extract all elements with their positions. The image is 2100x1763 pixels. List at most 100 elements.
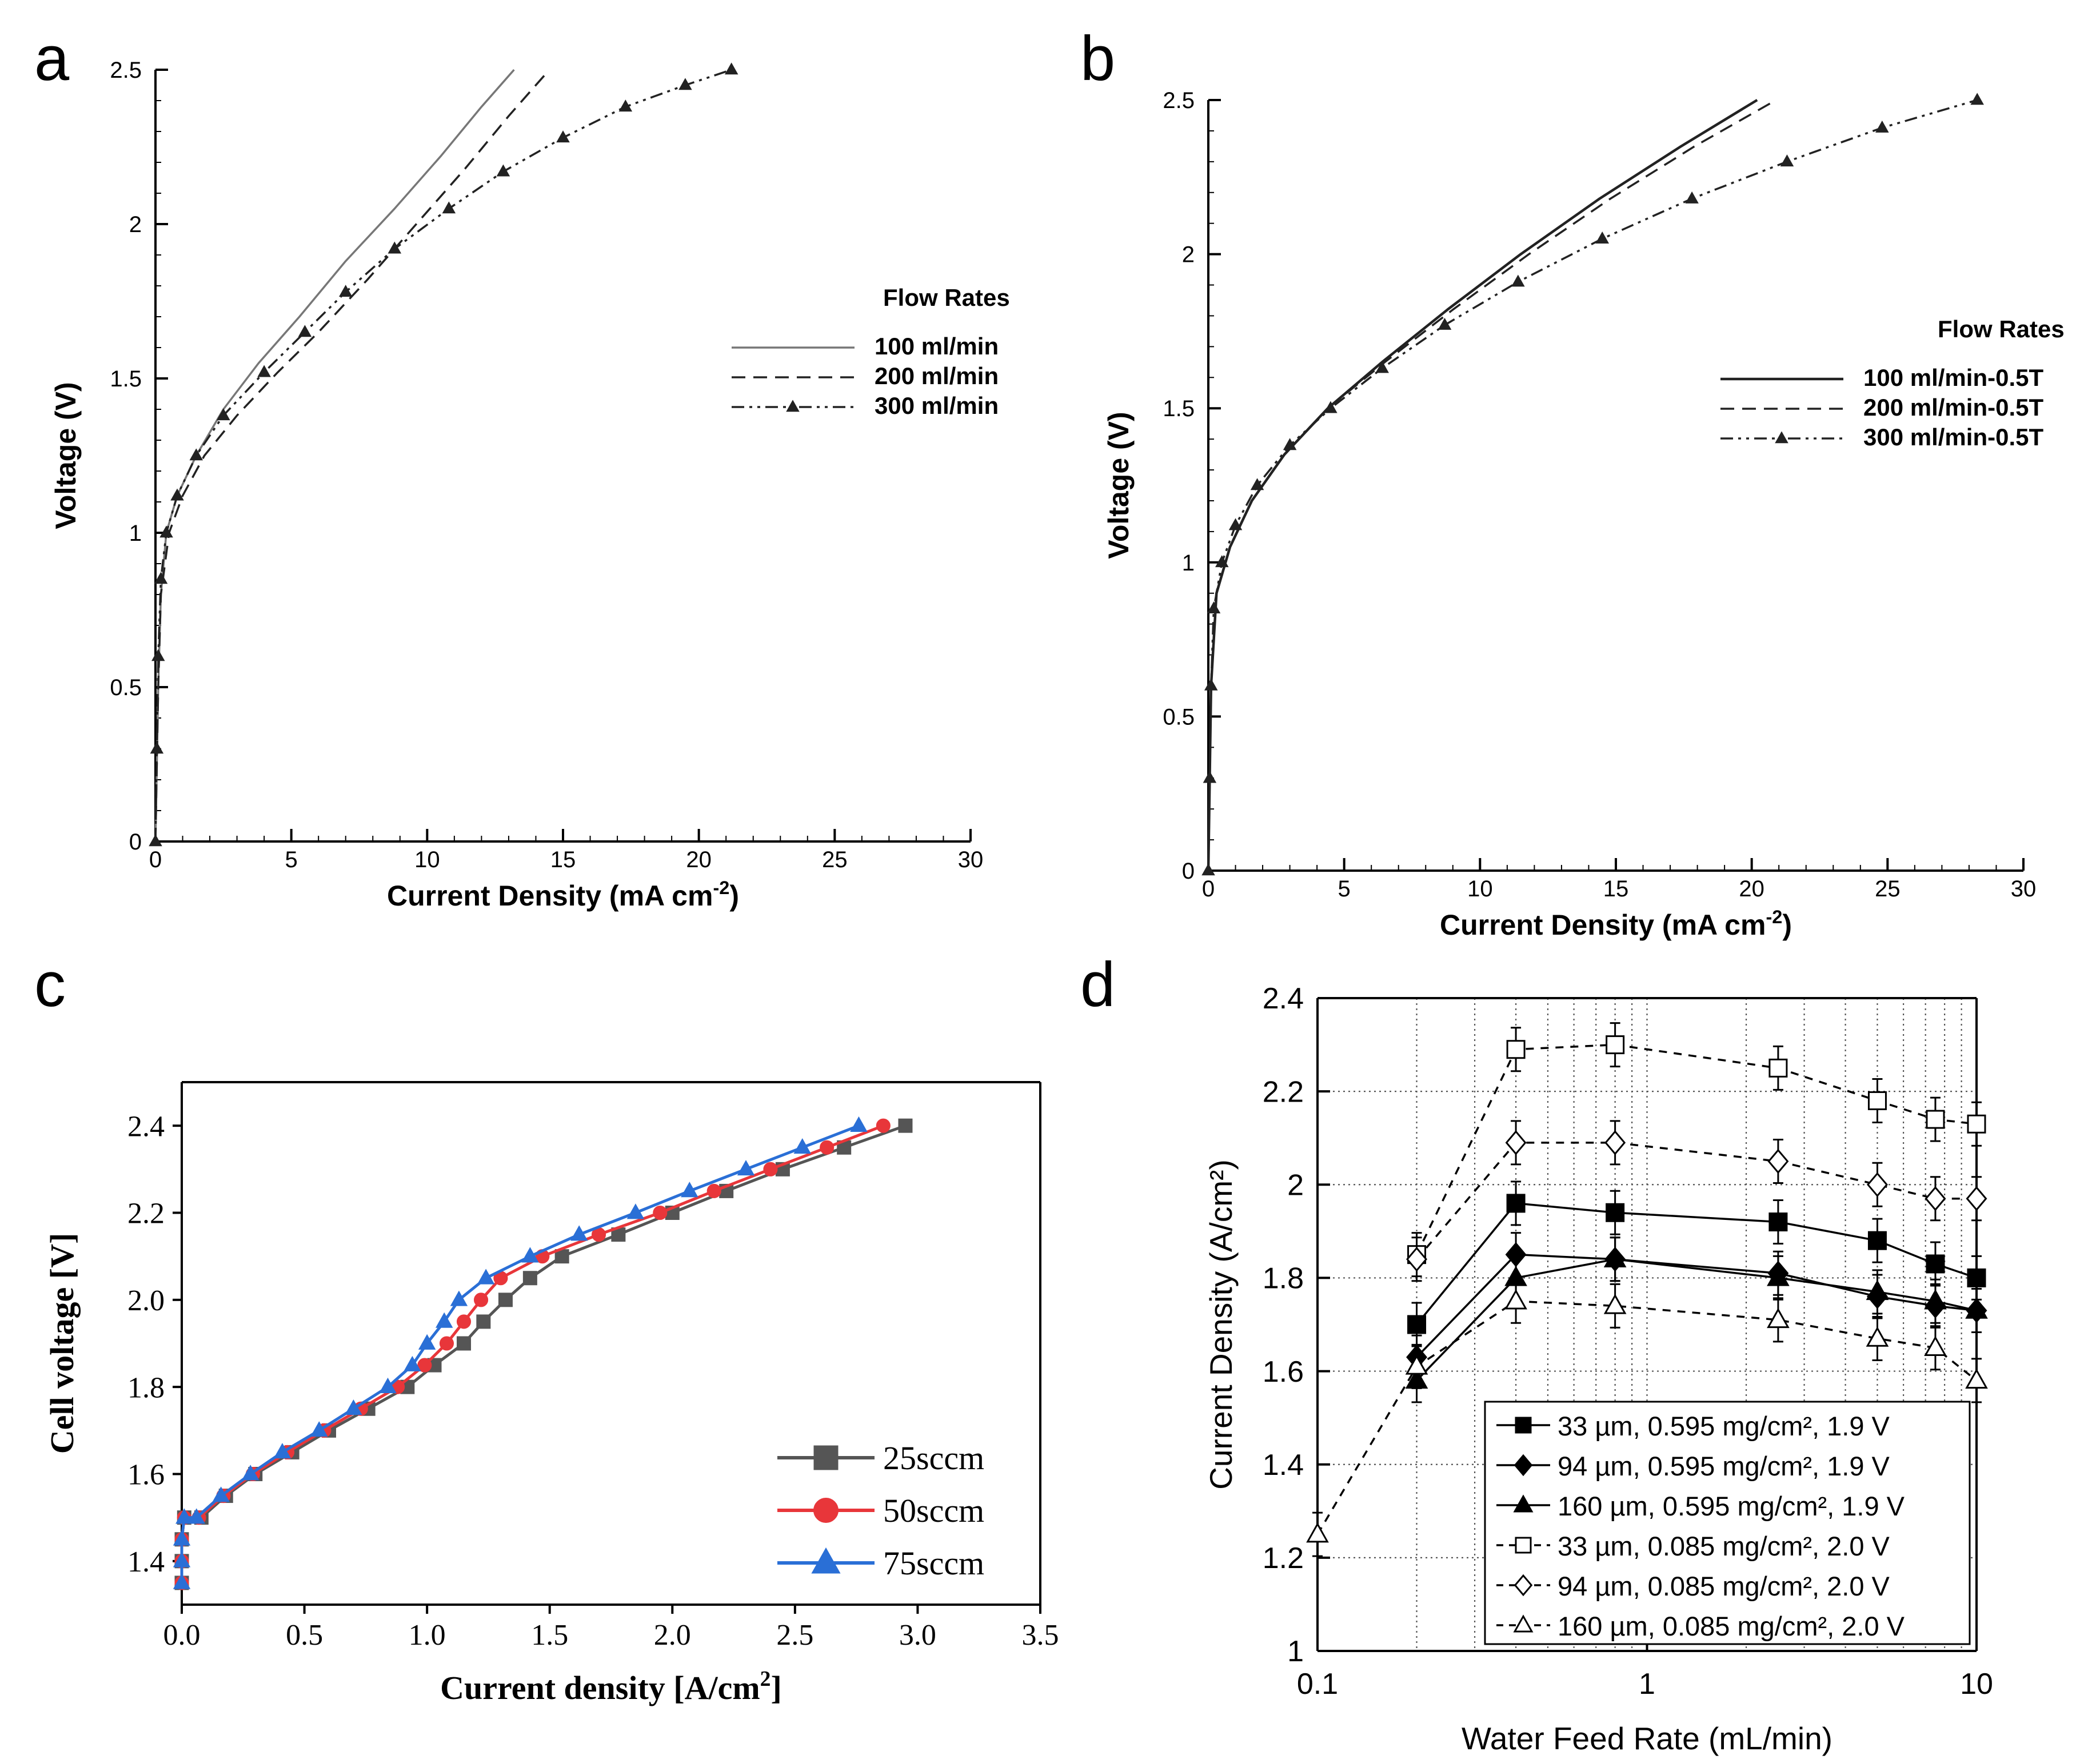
data-point — [1767, 1307, 1790, 1329]
data-point — [404, 1355, 421, 1371]
data-point — [898, 1118, 913, 1133]
legend-label: 75sccm — [883, 1545, 984, 1582]
data-point — [724, 62, 738, 75]
x-axis-label-sup: -2 — [1766, 907, 1782, 927]
data-point — [1506, 1040, 1526, 1059]
data-point — [173, 1530, 191, 1546]
data-point — [1406, 1246, 1428, 1272]
series-line — [154, 69, 515, 842]
chart-c: 0.0 0.5 1.0 1.5 2.0 2.5 3.0 3.5 1.4 1.6 1.8 2.0 2.2 2… — [43, 1081, 1059, 1706]
x-tick-label: 25 — [1875, 876, 1901, 902]
data-point — [1866, 1326, 1889, 1347]
legend-label: 300 ml/min-0.5T — [1863, 424, 2043, 450]
x-axis-label: Water Feed Rate (mL/min) — [1462, 1721, 1832, 1756]
x-tick-label: 15 — [550, 847, 576, 872]
x-tick-label: 10 — [414, 847, 440, 872]
series-line — [154, 69, 550, 842]
x-tick-label: 1.5 — [531, 1619, 568, 1652]
x-tick-label: 3.0 — [899, 1619, 936, 1652]
data-point — [1966, 1186, 1987, 1211]
y-tick-label: 2.2 — [127, 1198, 165, 1230]
data-point — [1375, 361, 1389, 373]
y-tick-label: 1.5 — [110, 366, 142, 392]
data-point — [653, 1205, 668, 1220]
data-point — [310, 1421, 328, 1437]
legend-label: 160 µm, 0.595 mg/cm², 1.9 V — [1558, 1491, 1905, 1521]
data-point — [450, 1290, 468, 1306]
legend-marker — [1775, 431, 1788, 444]
legend-marker — [1514, 1574, 1533, 1597]
series-line — [1207, 99, 1978, 871]
y-axis-label: Voltage (V) — [1103, 412, 1135, 559]
data-point — [388, 241, 402, 254]
x-tick-label: 0.1 — [1297, 1668, 1338, 1701]
data-point — [338, 285, 353, 297]
data-point — [1511, 274, 1525, 287]
data-point — [1925, 1186, 1946, 1211]
series-line — [1316, 1300, 1978, 1535]
legend-marker — [813, 1445, 839, 1470]
y-tick-label: 1 — [1182, 551, 1195, 576]
data-point — [793, 1138, 811, 1154]
chart-b: 0 5 10 15 20 25 30 0 0.5 1 1.5 2 2.5 Current Density … — [1103, 88, 2065, 941]
data-point — [417, 1358, 432, 1373]
data-point — [1867, 1231, 1887, 1250]
data-point — [1780, 154, 1794, 167]
panel-letter-d: d — [1080, 950, 1115, 1020]
data-point — [173, 1573, 191, 1589]
data-point — [626, 1203, 645, 1219]
legend-label: 33 µm, 0.595 mg/cm², 1.9 V — [1558, 1411, 1890, 1441]
x-tick-label: 30 — [2011, 876, 2037, 902]
data-point — [379, 1377, 397, 1394]
x-axis-label-sup: -2 — [713, 877, 729, 898]
x-tick-label: 2.5 — [776, 1619, 813, 1652]
x-axis-label-text: Current Density (mA cm — [1440, 909, 1766, 941]
legend-label: 100 ml/min — [875, 333, 999, 360]
x-tick-label: 0.0 — [163, 1619, 201, 1652]
x-tick-label: 30 — [958, 847, 984, 872]
y-tick-label: 1 — [129, 521, 142, 546]
y-tick-label: 1.6 — [127, 1459, 165, 1491]
chart-a: 0 5 10 15 20 25 30 0 0.5 1 1.5 2 2.5 Current Density … — [50, 58, 1010, 912]
series-c-1 — [174, 1118, 891, 1590]
data-point — [706, 1183, 721, 1198]
data-point — [1606, 1035, 1625, 1055]
y-tick-label: 2.4 — [1263, 982, 1304, 1015]
y-tick-label: 1 — [1287, 1635, 1304, 1668]
x-tick-label: 1.0 — [409, 1619, 446, 1652]
data-point — [1866, 1172, 1888, 1198]
panel-letter-a: a — [34, 23, 70, 94]
data-point — [1767, 1148, 1789, 1174]
data-point — [1306, 1522, 1329, 1543]
series-a-1 — [154, 69, 550, 842]
series-b-1 — [1207, 99, 1777, 871]
data-point — [1405, 1354, 1428, 1375]
data-point — [241, 1465, 259, 1481]
data-point — [556, 130, 570, 143]
axes-b: 0 5 10 15 20 25 30 0 0.5 1 1.5 2 2.5 — [1163, 88, 2036, 902]
legend-label: 160 µm, 0.085 mg/cm², 2.0 V — [1558, 1611, 1905, 1641]
y-tick-label: 1.6 — [1263, 1355, 1304, 1389]
data-point — [1603, 1247, 1627, 1268]
series-d-4 — [1406, 1120, 1987, 1282]
y-tick-label: 1.2 — [1263, 1542, 1304, 1575]
data-point — [1965, 1298, 1988, 1319]
series-line — [1416, 1253, 1977, 1358]
y-tick-label: 1.8 — [1263, 1262, 1304, 1295]
data-point — [154, 572, 168, 584]
y-tick-label: 1.4 — [127, 1546, 165, 1578]
data-point — [1228, 518, 1243, 531]
legend-label: 33 µm, 0.085 mg/cm², 2.0 V — [1558, 1531, 1890, 1561]
legend-label: 25sccm — [883, 1439, 984, 1477]
x-tick-label: 20 — [686, 847, 712, 872]
data-point — [820, 1140, 835, 1155]
series-line — [180, 1124, 906, 1583]
panel-letter-c: c — [34, 950, 66, 1020]
series-line — [180, 1124, 860, 1583]
data-point — [151, 649, 165, 661]
series-a-2 — [149, 62, 738, 847]
data-point — [273, 1443, 292, 1459]
x-axis-label-text: Current Density (mA cm — [387, 880, 713, 912]
series-line — [1416, 1258, 1977, 1382]
